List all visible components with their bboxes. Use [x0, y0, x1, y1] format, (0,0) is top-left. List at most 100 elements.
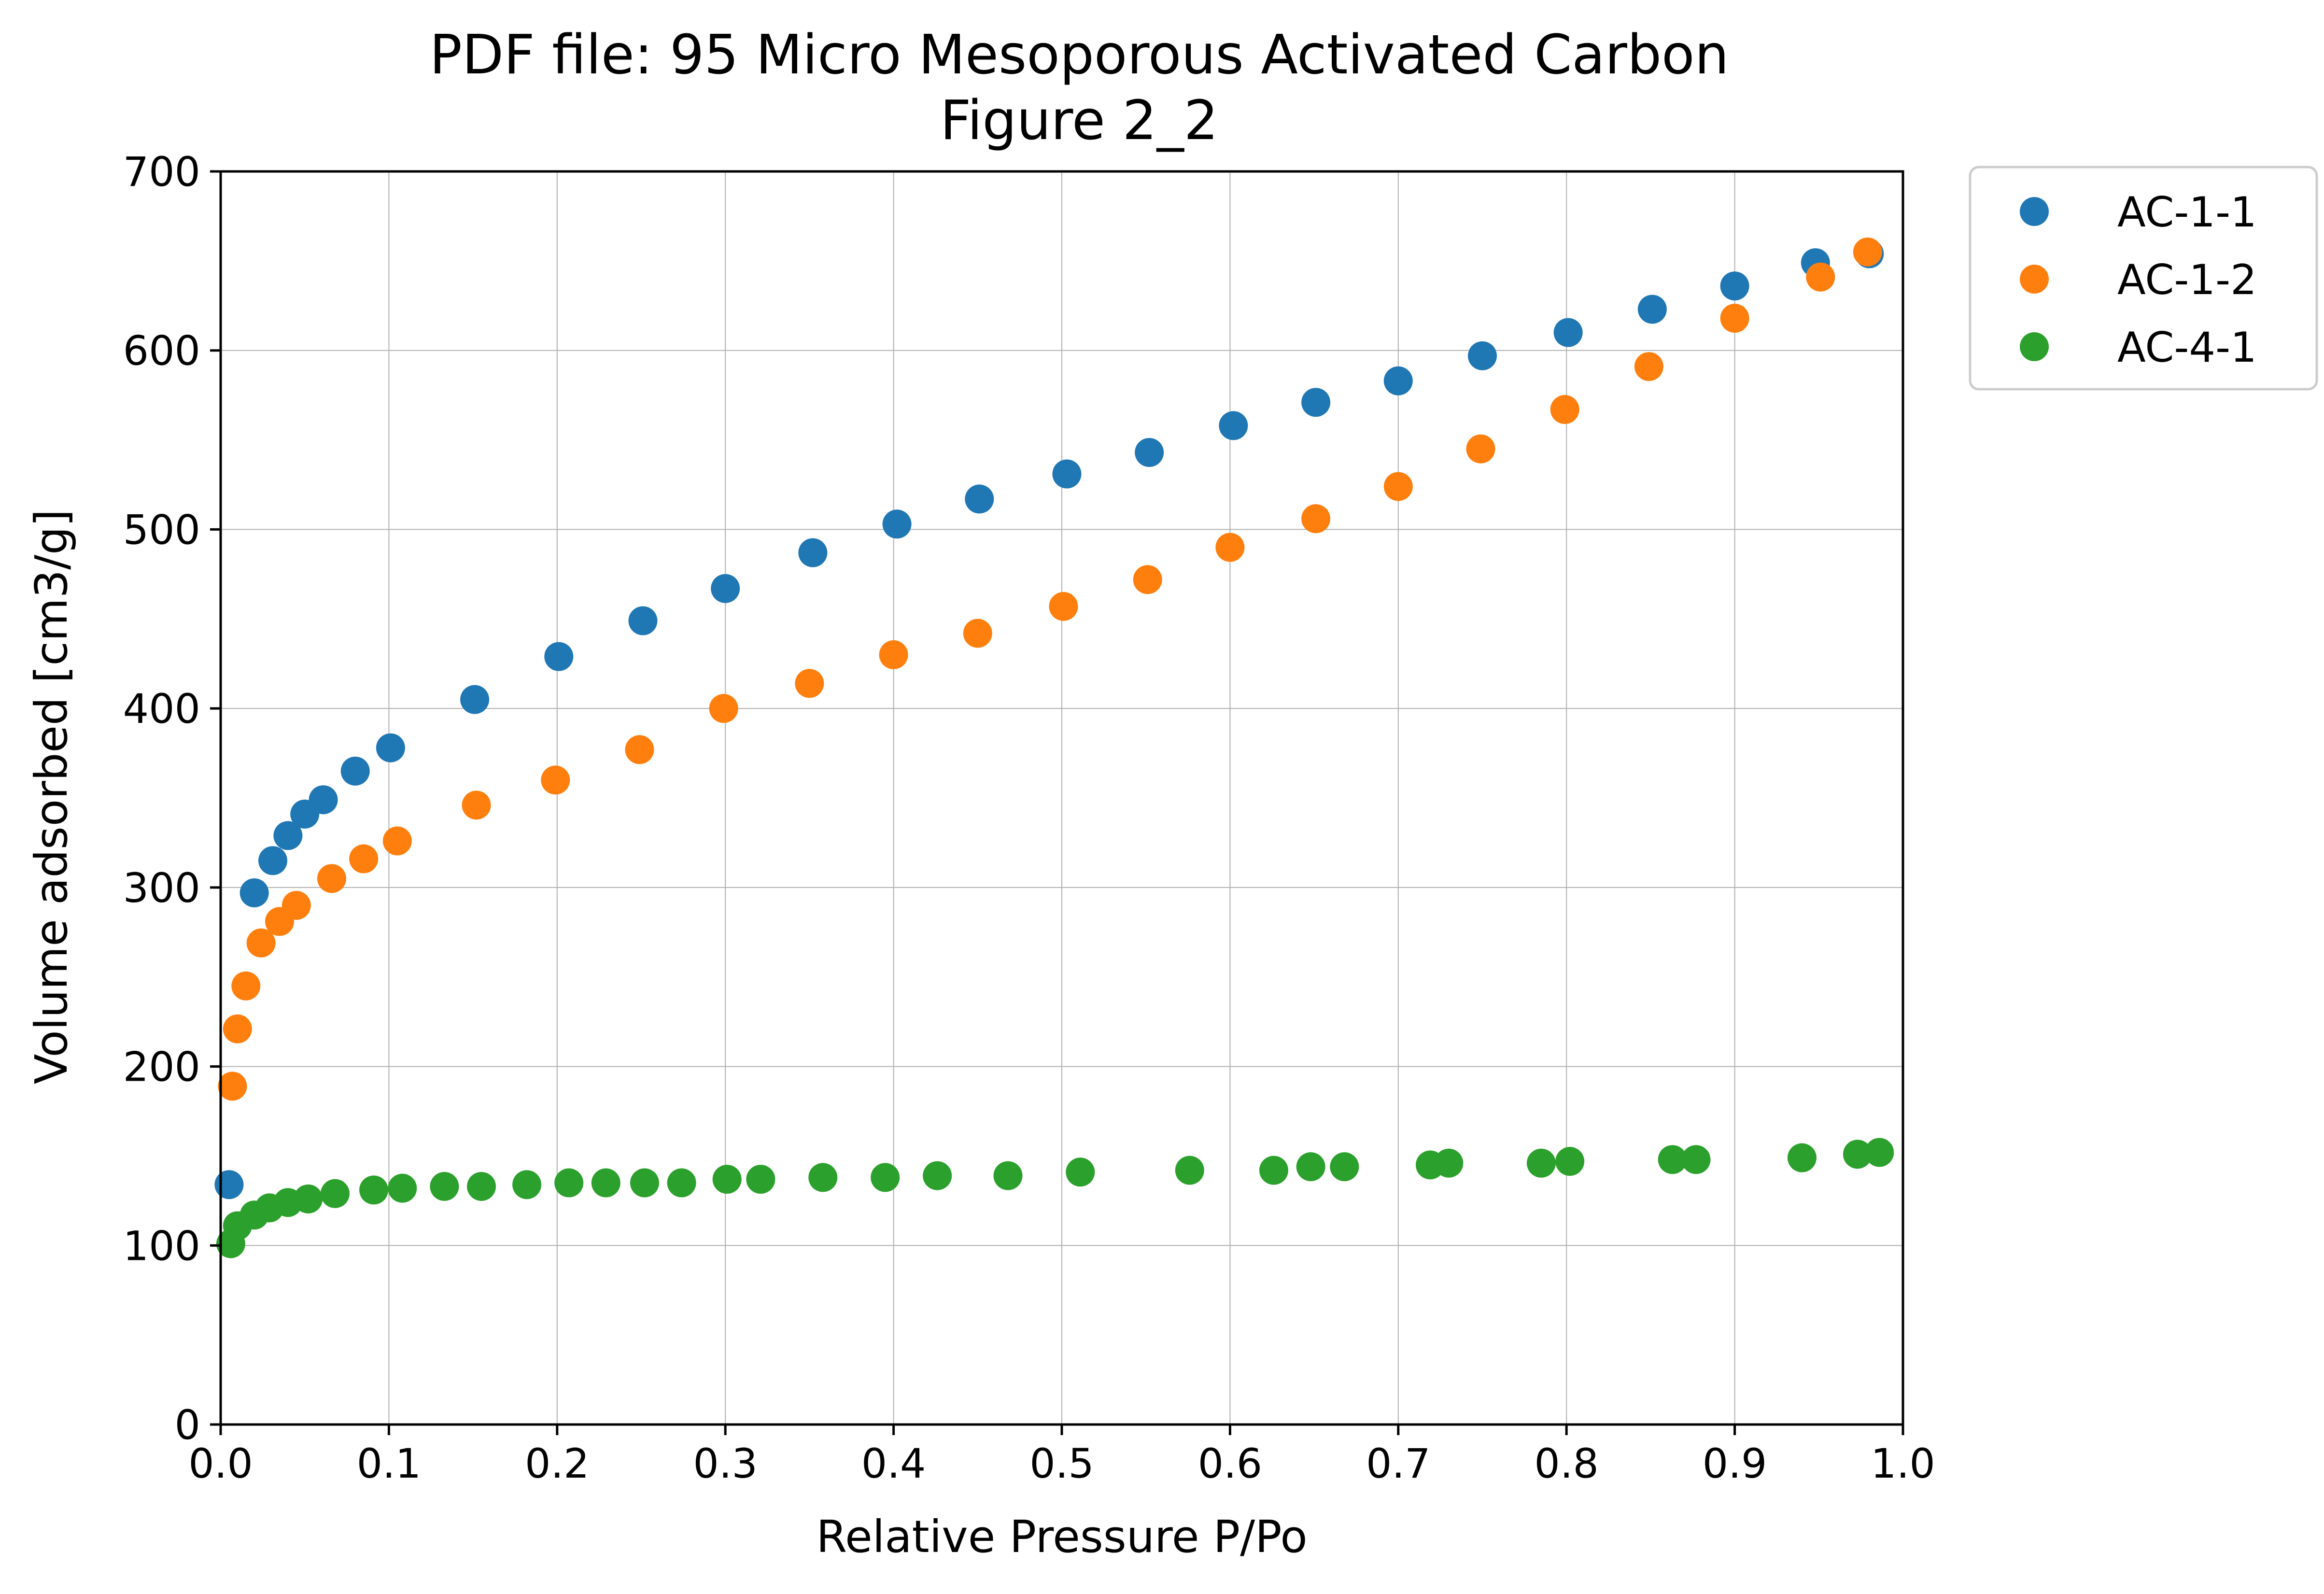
- x-tick-label: 1.0: [1871, 1440, 1935, 1487]
- data-point-ac-1-1: [376, 733, 405, 762]
- x-tick-label: 0.3: [693, 1440, 758, 1487]
- legend-marker-ac-1-2: [2020, 265, 2049, 294]
- grid-lines: [221, 171, 1903, 1425]
- data-point-ac-1-2: [382, 826, 412, 856]
- data-point-ac-1-1: [214, 1170, 244, 1199]
- data-point-ac-1-1: [1052, 459, 1082, 489]
- y-axis-label: Volume adsorbed [cm3/g]: [26, 509, 77, 1085]
- legend-label-ac-4-1: AC-4-1: [2117, 324, 2257, 372]
- data-point-ac-1-2: [218, 1072, 247, 1101]
- data-point-ac-1-1: [711, 574, 740, 603]
- data-point-ac-4-1: [993, 1161, 1023, 1190]
- data-point-ac-4-1: [1330, 1152, 1359, 1182]
- data-point-ac-4-1: [1555, 1147, 1585, 1176]
- data-point-ac-1-2: [879, 640, 908, 669]
- data-point-ac-4-1: [554, 1168, 584, 1198]
- data-point-ac-4-1: [320, 1179, 350, 1208]
- data-point-ac-1-1: [340, 756, 370, 786]
- y-tick-label: 300: [123, 864, 200, 912]
- data-point-ac-1-1: [460, 685, 490, 714]
- data-point-ac-4-1: [1681, 1145, 1711, 1174]
- data-point-ac-4-1: [1434, 1148, 1464, 1178]
- data-point-ac-1-1: [1301, 388, 1331, 417]
- y-tick-label: 500: [123, 506, 200, 553]
- data-point-ac-4-1: [430, 1171, 459, 1201]
- x-tick-label: 0.1: [357, 1440, 422, 1487]
- data-point-ac-4-1: [871, 1163, 900, 1192]
- data-point-ac-4-1: [1296, 1152, 1325, 1182]
- data-point-ac-1-2: [246, 928, 276, 958]
- data-point-ac-4-1: [1259, 1156, 1288, 1185]
- data-point-ac-4-1: [359, 1175, 389, 1205]
- x-tick-label: 0.9: [1703, 1440, 1767, 1487]
- y-tick-label: 0: [175, 1401, 200, 1449]
- data-point-ac-1-1: [258, 846, 288, 875]
- data-point-ac-4-1: [1526, 1148, 1556, 1178]
- data-point-ac-1-2: [1634, 352, 1663, 381]
- data-point-ac-1-2: [349, 844, 379, 874]
- data-point-ac-4-1: [1175, 1156, 1204, 1185]
- data-point-ac-1-2: [709, 694, 738, 723]
- data-point-ac-1-1: [239, 878, 269, 907]
- data-point-ac-4-1: [1787, 1143, 1817, 1172]
- data-point-ac-4-1: [467, 1171, 496, 1201]
- data-point-ac-1-2: [795, 669, 824, 698]
- data-point-ac-4-1: [1865, 1138, 1894, 1167]
- y-tick-label: 600: [123, 327, 200, 375]
- y-tick-label: 700: [123, 148, 200, 196]
- data-point-ac-4-1: [712, 1165, 742, 1194]
- data-point-ac-1-1: [798, 538, 828, 567]
- data-point-ac-1-2: [1806, 262, 1835, 292]
- data-point-ac-1-1: [965, 484, 994, 514]
- axis-ticks: 0.0 0.1 0.2 0.3 0.4 0.5 0.6 0.7 0.8 0.9 1.0 0 100 200…: [123, 148, 1935, 1487]
- data-point-ac-1-1: [882, 509, 912, 539]
- data-point-ac-1-2: [317, 864, 346, 893]
- legend-marker-ac-1-1: [2020, 197, 2049, 226]
- data-point-ac-1-2: [1466, 434, 1495, 464]
- x-tick-label: 0.8: [1534, 1440, 1599, 1487]
- data-point-ac-1-1: [1219, 411, 1248, 440]
- data-point-ac-1-2: [462, 790, 491, 820]
- data-point-ac-1-2: [1550, 395, 1579, 424]
- data-point-ac-1-1: [309, 785, 338, 815]
- data-point-ac-1-1: [1135, 438, 1164, 467]
- legend-box: [1969, 166, 2318, 391]
- legend: AC-1-1 AC-1-2 AC-4-1: [1969, 166, 2318, 391]
- data-point-ac-4-1: [1658, 1145, 1687, 1174]
- x-tick-label: 0.0: [188, 1440, 253, 1487]
- data-point-ac-1-2: [1853, 237, 1882, 267]
- legend-label-ac-1-1: AC-1-1: [2117, 188, 2257, 237]
- data-point-ac-1-1: [1720, 271, 1749, 301]
- data-point-ac-1-1: [544, 642, 574, 671]
- data-point-ac-1-2: [541, 765, 570, 795]
- data-point-ac-1-2: [1133, 565, 1162, 594]
- x-tick-label: 0.7: [1366, 1440, 1431, 1487]
- y-tick-label: 200: [123, 1044, 200, 1091]
- data-point-ac-1-2: [625, 735, 654, 764]
- data-point-ac-1-1: [1553, 318, 1583, 347]
- data-point-ac-1-1: [1637, 295, 1667, 324]
- x-axis-label: Relative Pressure P/Po: [816, 1511, 1307, 1563]
- y-tick-label: 400: [123, 685, 200, 733]
- data-markers: [214, 237, 1894, 1258]
- data-point-ac-1-1: [1383, 366, 1413, 395]
- chart-subtitle: Figure 2_2: [940, 89, 1218, 152]
- x-tick-label: 0.6: [1198, 1440, 1263, 1487]
- data-point-ac-4-1: [388, 1173, 417, 1203]
- data-point-ac-4-1: [746, 1165, 775, 1194]
- data-point-ac-1-2: [1049, 592, 1078, 621]
- data-point-ac-1-1: [273, 821, 303, 850]
- legend-marker-ac-4-1: [2020, 332, 2049, 361]
- data-point-ac-1-2: [223, 1014, 252, 1044]
- data-point-ac-4-1: [591, 1168, 620, 1198]
- data-point-ac-1-2: [1720, 303, 1749, 333]
- x-tick-label: 0.5: [1029, 1440, 1094, 1487]
- data-point-ac-4-1: [1843, 1140, 1872, 1169]
- data-point-ac-4-1: [294, 1184, 323, 1213]
- data-point-ac-1-2: [963, 619, 992, 648]
- chart-title: PDF file: 95 Micro Mesoporous Activated …: [429, 24, 1729, 86]
- data-point-ac-4-1: [512, 1170, 542, 1199]
- data-point-ac-1-1: [1468, 341, 1497, 370]
- y-tick-label: 100: [123, 1222, 200, 1270]
